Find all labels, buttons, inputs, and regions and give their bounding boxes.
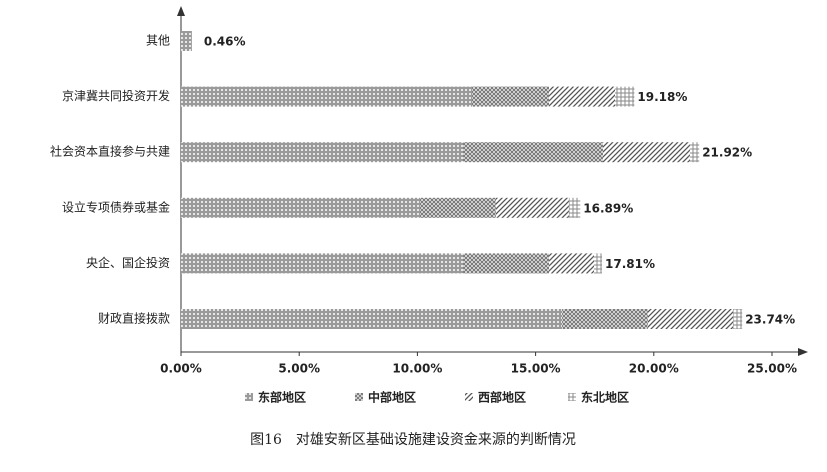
x-tick-label: 5.00%	[278, 362, 320, 376]
x-tick-label: 15.00%	[511, 362, 561, 376]
legend-swatch	[568, 393, 576, 401]
bar-segment	[495, 197, 569, 218]
bar-segment	[602, 142, 690, 163]
legend-label: 东北地区	[581, 390, 629, 405]
total-label: 21.92%	[702, 146, 752, 160]
bar-segment	[568, 197, 581, 218]
y-tick-label: 财政直接拨款	[98, 311, 170, 326]
bar-segment	[181, 309, 563, 329]
caption: 图16 对雄安新区基础设施建设资金来源的判断情况	[250, 431, 576, 448]
bar-segment	[181, 142, 464, 163]
bar-segment	[463, 253, 550, 274]
total-label: 19.18%	[637, 90, 687, 104]
y-tick-label: 设立专项债券或基金	[62, 199, 170, 214]
x-tick-label: 20.00%	[629, 362, 679, 376]
bar-segment	[181, 86, 473, 107]
total-label: 17.81%	[605, 257, 655, 271]
bar-segment	[647, 309, 733, 329]
bar-segment	[549, 253, 594, 274]
y-tick-label: 央企、国企投资	[86, 255, 170, 270]
y-axis-arrow	[177, 6, 185, 16]
legend-label: 中部地区	[368, 390, 416, 405]
bar-segment	[549, 86, 616, 107]
bar-segment	[689, 142, 700, 163]
bar-segment	[181, 31, 192, 51]
bar-segment	[615, 86, 635, 107]
bar-segment	[181, 253, 464, 274]
legend-swatch	[355, 393, 363, 401]
y-tick-label: 社会资本直接参与共建	[50, 144, 170, 159]
x-axis-arrow	[798, 348, 808, 356]
legend-label: 西部地区	[478, 390, 526, 405]
bar-segment	[420, 197, 496, 218]
total-label: 23.74%	[745, 313, 795, 327]
x-tick-label: 0.00%	[160, 362, 202, 376]
legend-swatch	[465, 393, 473, 401]
bar-segment	[732, 309, 743, 329]
legend-label: 东部地区	[258, 390, 306, 405]
x-tick-label: 25.00%	[747, 362, 797, 376]
bar-segment	[562, 309, 648, 329]
y-tick-label: 其他	[146, 34, 170, 48]
bar-segment	[463, 142, 603, 163]
y-tick-label: 京津冀共同投资开发	[62, 88, 170, 103]
bar-segment	[181, 197, 421, 218]
total-label: 0.46%	[204, 35, 246, 49]
bar-segment	[593, 253, 603, 274]
legend-swatch	[245, 393, 253, 401]
x-tick-label: 10.00%	[392, 362, 442, 376]
total-label: 16.89%	[583, 201, 633, 215]
bar-segment	[472, 86, 550, 107]
